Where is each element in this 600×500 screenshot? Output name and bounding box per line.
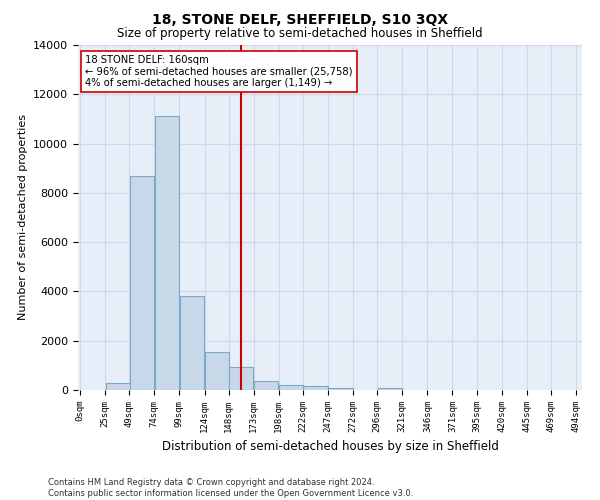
Bar xyxy=(130,176,154,390)
Bar xyxy=(254,382,278,390)
Bar xyxy=(303,386,328,390)
Bar xyxy=(328,388,353,390)
Text: Contains HM Land Registry data © Crown copyright and database right 2024.
Contai: Contains HM Land Registry data © Crown c… xyxy=(48,478,413,498)
Bar xyxy=(180,296,204,390)
Text: Size of property relative to semi-detached houses in Sheffield: Size of property relative to semi-detach… xyxy=(117,28,483,40)
Bar xyxy=(106,382,130,390)
Text: 18 STONE DELF: 160sqm
← 96% of semi-detached houses are smaller (25,758)
4% of s: 18 STONE DELF: 160sqm ← 96% of semi-deta… xyxy=(85,55,353,88)
X-axis label: Distribution of semi-detached houses by size in Sheffield: Distribution of semi-detached houses by … xyxy=(161,440,499,454)
Text: 18, STONE DELF, SHEFFIELD, S10 3QX: 18, STONE DELF, SHEFFIELD, S10 3QX xyxy=(152,12,448,26)
Bar xyxy=(229,366,253,390)
Bar xyxy=(377,388,402,390)
Bar xyxy=(279,385,304,390)
Y-axis label: Number of semi-detached properties: Number of semi-detached properties xyxy=(17,114,28,320)
Bar xyxy=(155,116,179,390)
Bar xyxy=(205,352,229,390)
